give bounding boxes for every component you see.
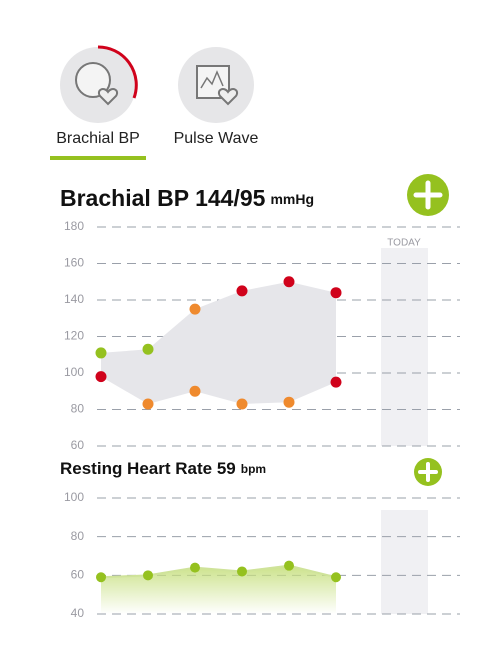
title-unit: bpm [241, 462, 266, 476]
y-tick-label: 100 [64, 365, 84, 379]
reading-dot [237, 566, 247, 577]
reading-dot [283, 396, 295, 408]
y-tick-label: 180 [64, 219, 84, 233]
chart-title: Resting Heart Rate 59 bpm [60, 459, 266, 478]
reading-dot [331, 572, 341, 583]
y-tick-label: 100 [64, 490, 84, 504]
add-hr-button[interactable] [414, 458, 442, 486]
reading-dot [236, 398, 248, 410]
reading-dot [189, 303, 201, 315]
tab-progress-arc [97, 45, 138, 99]
y-tick-label: 60 [71, 568, 85, 582]
tab-brachial-bp[interactable]: Brachial BP [50, 45, 146, 160]
wave-line [200, 70, 224, 89]
today-column [381, 510, 428, 614]
y-tick-label: 140 [64, 292, 84, 306]
reading-dot [330, 287, 342, 299]
plus-icon [413, 180, 443, 210]
reading-dot [330, 376, 342, 388]
reading-dot [236, 285, 248, 297]
y-tick-label: 40 [71, 606, 85, 620]
reading-dot [143, 570, 153, 581]
plus-icon [418, 462, 438, 482]
title-unit: mmHg [270, 191, 314, 207]
tab-label: Pulse Wave [174, 130, 259, 147]
today-column [381, 248, 428, 446]
reading-dot [142, 343, 154, 355]
y-tick-label: 60 [71, 438, 85, 452]
reading-dot [190, 562, 200, 573]
area-line [100, 564, 337, 579]
range-band [101, 281, 336, 405]
add-bp-button[interactable] [407, 174, 449, 216]
tab-label: Brachial BP [56, 130, 140, 147]
title-text: Brachial BP 144/95 [60, 185, 266, 211]
heart-icon [218, 88, 238, 106]
tab-underline [50, 156, 146, 160]
chart-title: Brachial BP 144/95 mmHg [60, 185, 314, 211]
y-tick-label: 80 [71, 402, 85, 416]
tab-pulse-wave[interactable]: Pulse Wave [174, 47, 259, 147]
title-text: Resting Heart Rate 59 [60, 459, 236, 478]
reading-dot [96, 572, 106, 583]
reading-dot [95, 347, 107, 359]
area-fill [101, 565, 336, 614]
reading-dot [142, 398, 154, 410]
reading-dot [284, 560, 294, 571]
y-tick-label: 160 [64, 256, 84, 270]
heart-icon [98, 88, 118, 106]
reading-dot [95, 371, 107, 383]
today-label: TODAY [387, 238, 421, 249]
y-tick-label: 80 [71, 529, 85, 543]
reading-dot [283, 276, 295, 288]
y-tick-label: 120 [64, 329, 84, 343]
reading-dot [189, 385, 201, 397]
